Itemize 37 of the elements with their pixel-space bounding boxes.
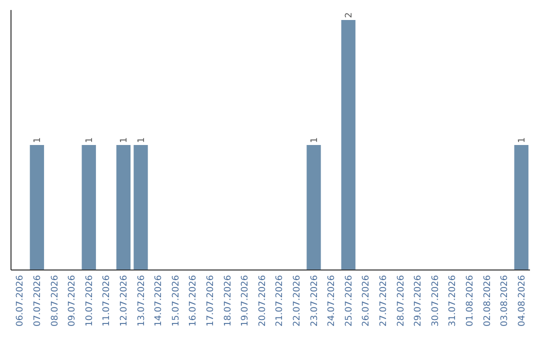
x-tick-label: 27.07.2026 bbox=[378, 274, 389, 327]
x-tick-label: 26.07.2026 bbox=[362, 274, 372, 327]
data-label: 1 bbox=[136, 137, 147, 143]
x-tick-label: 09.07.2026 bbox=[68, 274, 78, 327]
data-label: 1 bbox=[517, 137, 528, 143]
x-tick-label: 14.07.2026 bbox=[154, 274, 164, 327]
x-tick-label: 23.07.2026 bbox=[310, 274, 320, 327]
x-tick-label: 03.08.2026 bbox=[500, 274, 510, 327]
x-tick-label: 19.07.2026 bbox=[240, 274, 251, 327]
x-tick-label: 17.07.2026 bbox=[206, 274, 216, 327]
x-tick-label: 06.07.2026 bbox=[16, 274, 26, 327]
x-tick-label: 24.07.2026 bbox=[327, 274, 338, 327]
x-tick-label: 01.08.2026 bbox=[465, 274, 476, 327]
x-tick-label: 02.08.2026 bbox=[482, 274, 493, 327]
x-tick-label: 10.07.2026 bbox=[84, 274, 95, 327]
x-tick-label: 30.07.2026 bbox=[430, 274, 441, 327]
data-label: 1 bbox=[32, 137, 43, 143]
data-label: 2 bbox=[344, 12, 354, 18]
x-tick-label: 18.07.2026 bbox=[223, 274, 234, 327]
x-tick-label: 11.07.2026 bbox=[102, 274, 112, 327]
x-tick-label: 21.07.2026 bbox=[275, 274, 286, 327]
x-tick-label: 07.07.2026 bbox=[32, 274, 43, 327]
x-tick-label: 29.07.2026 bbox=[414, 274, 424, 327]
x-tick-label: 08.07.2026 bbox=[50, 274, 60, 327]
x-tick-label: 04.08.2026 bbox=[517, 274, 528, 327]
data-label: 1 bbox=[84, 137, 95, 143]
x-tick-label: 22.07.2026 bbox=[292, 274, 302, 327]
x-tick-label: 15.07.2026 bbox=[171, 274, 182, 327]
x-tick-label: 31.07.2026 bbox=[448, 274, 458, 327]
x-tick-label: 13.07.2026 bbox=[136, 274, 147, 327]
data-label: 1 bbox=[310, 137, 320, 143]
x-tick-label: 28.07.2026 bbox=[396, 274, 406, 327]
x-tick-label: 20.07.2026 bbox=[258, 274, 268, 327]
data-label: 1 bbox=[119, 137, 130, 143]
x-tick-label: 25.07.2026 bbox=[344, 274, 354, 327]
x-tick-label: 12.07.2026 bbox=[119, 274, 130, 327]
x-tick-label: 16.07.2026 bbox=[188, 274, 199, 327]
